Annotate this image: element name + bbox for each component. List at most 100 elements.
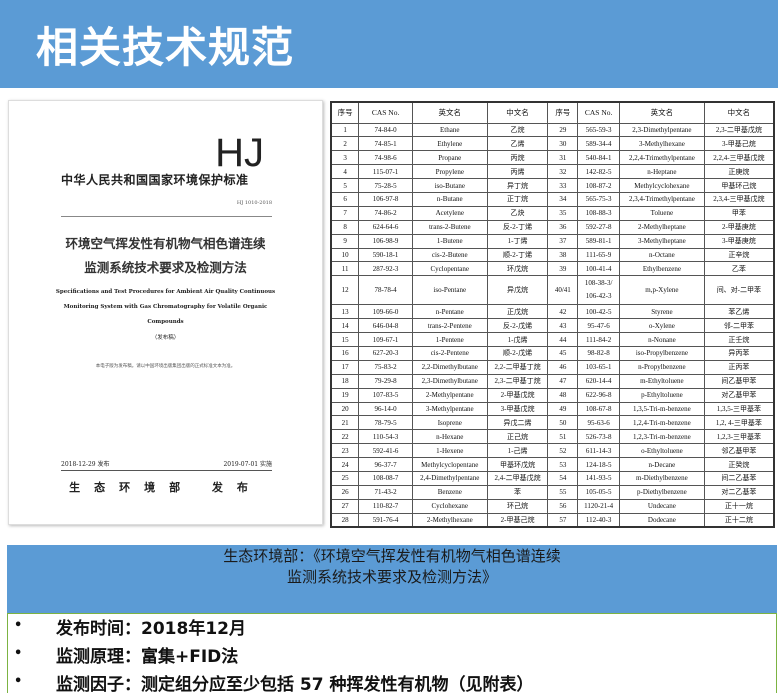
bullet-text: 监测原理：富集+FID法 — [56, 647, 239, 667]
row-number: 45 — [547, 345, 579, 361]
english-name: p-Diethylbenzene — [619, 484, 705, 500]
cas-number: 98-82-8 — [577, 345, 621, 361]
cas-number: 96-14-0 — [358, 401, 413, 417]
chinese-name: 异戊烷 — [486, 275, 549, 306]
chinese-name: 间二乙基苯 — [703, 470, 775, 486]
english-name: 3-Methylpentane — [411, 401, 488, 417]
english-name: Acetylene — [411, 205, 488, 221]
english-name: Ethylene — [411, 136, 488, 152]
english-name: 2-Methylhexane — [411, 512, 488, 528]
divider — [61, 216, 272, 217]
english-name: 2,3-Dimethylpentane — [619, 122, 705, 138]
chinese-name: 反-2-丁烯 — [486, 219, 549, 235]
chinese-name: 异丙苯 — [703, 345, 775, 361]
chinese-name: 2-甲基庚烷 — [703, 219, 775, 235]
chinese-name: 乙烯 — [486, 136, 549, 152]
row-number: 21 — [330, 415, 360, 431]
bullet-list: • 发布时间：2018年12月 • 监测原理：富集+FID法 • 监测因子：测定… — [7, 613, 777, 695]
row-number: 27 — [330, 498, 360, 514]
cas-number: 592-27-8 — [577, 219, 621, 235]
row-number: 9 — [330, 233, 360, 249]
chinese-name: 1-丁烯 — [486, 233, 549, 249]
table-row: 11 287-92-3 Cyclopentane 环戊烷 39 100-41-4 Ethyl… — [330, 261, 775, 277]
chinese-name: 甲苯 — [703, 205, 775, 221]
english-name: 1-Hexene — [411, 443, 488, 459]
chinese-name: 丙烷 — [486, 150, 549, 166]
cas-number: 611-14-3 — [577, 443, 621, 459]
row-number: 1 — [330, 122, 360, 138]
table-row: 3 74-98-6 Propane 丙烷 31 540-84-1 2,2,4-Trimeth… — [330, 150, 775, 166]
cas-number: 111-65-9 — [577, 247, 621, 263]
chinese-name: 正辛烷 — [703, 247, 775, 263]
english-name: trans-2-Pentene — [411, 318, 488, 334]
row-number: 37 — [547, 233, 579, 249]
cas-number: 74-84-0 — [358, 122, 413, 138]
english-name: Methylcyclohexane — [619, 178, 705, 193]
chinese-name: 对二乙基苯 — [703, 484, 775, 500]
cas-number: 624-64-6 — [358, 219, 413, 235]
english-name: 3-Methylheptane — [619, 233, 705, 249]
row-number: 43 — [547, 318, 579, 334]
english-name: Propylene — [411, 164, 488, 180]
row-number: 3 — [330, 150, 360, 166]
row-number: 39 — [547, 261, 579, 277]
english-name: trans-2-Butene — [411, 219, 488, 235]
chinese-name: 1,3,5-三甲基苯 — [703, 401, 775, 417]
bullet-text: 监测因子：测定组分应至少包括 57 种挥发性有机物（见附表） — [56, 675, 534, 695]
chinese-name: 3-甲基戊烷 — [486, 401, 549, 417]
english-name: Benzene — [411, 484, 488, 500]
chinese-name: 甲基环己烷 — [703, 178, 775, 193]
row-number: 18 — [330, 373, 360, 389]
cas-number: 1120-21-4 — [577, 498, 621, 514]
bullet-icon: • — [14, 646, 23, 661]
cas-number: 78-78-4 — [358, 275, 413, 306]
chinese-name: 正十一烷 — [703, 498, 775, 514]
english-name: 2,2,4-Trimethylpentane — [619, 150, 705, 166]
row-number: 55 — [547, 484, 579, 500]
chinese-name: 1-己烯 — [486, 443, 549, 459]
cas-number: 103-65-1 — [577, 359, 621, 375]
standard-number: HJ 1010-2018 — [236, 200, 272, 206]
cas-number: 108-08-7 — [358, 470, 413, 486]
cas-number: 109-67-1 — [358, 332, 413, 347]
cas-number: 108-67-8 — [577, 401, 621, 417]
effective-date: 2019-07-01 实施 — [223, 461, 272, 468]
english-name: 2,3,4-Trimethylpentane — [619, 191, 705, 207]
english-name: o-Ethyltoluene — [619, 443, 705, 459]
row-number: 50 — [547, 415, 579, 431]
cas-number: 74-86-2 — [358, 205, 413, 221]
table-row: 15 109-67-1 1-Pentene 1-戊烯 44 111-84-2 n-Nonan… — [330, 332, 775, 347]
english-name: Toluene — [619, 205, 705, 221]
doc-note: 本电子版为发布稿。请以中国环境出版集团出版的正式标准文本为准。 — [95, 364, 236, 369]
row-number: 5 — [330, 178, 360, 193]
english-name: n-Decane — [619, 457, 705, 472]
vocs-table: 序号 CAS No. 英文名 中文名 序号 CAS No. 英文名 中文名 1 74-84-0 E… — [330, 101, 775, 529]
row-number: 28 — [330, 512, 360, 528]
chinese-name: 甲基环戊烷 — [486, 457, 549, 472]
chinese-name: 2,2-二甲基丁烷 — [486, 359, 549, 375]
cas-number: 74-98-6 — [358, 150, 413, 166]
row-number: 40/41 — [547, 275, 579, 306]
cas-number: 108-87-2 — [577, 178, 621, 193]
row-number: 17 — [330, 359, 360, 375]
table-row: 13 109-66-0 n-Pentane 正戊烷 42 100-42-5 Styrene 苯… — [330, 304, 775, 320]
cas-number: 590-18-1 — [358, 247, 413, 263]
table-row: 14 646-04-8 trans-2-Pentene 反-2-戊烯 43 95-47-6… — [330, 318, 775, 334]
cas-number: 627-20-3 — [358, 345, 413, 361]
standard-cover-image: HJ 中华人民共和国国家环境保护标准 HJ 1010-2018 环境空气挥发性有… — [8, 100, 323, 525]
row-number: 48 — [547, 387, 579, 403]
cas-number: 589-81-1 — [577, 233, 621, 249]
english-name: n-Heptane — [619, 164, 705, 180]
chinese-name: 3-甲基庚烷 — [703, 233, 775, 249]
row-number: 6 — [330, 191, 360, 207]
row-number: 11 — [330, 261, 360, 277]
table-row: 12 78-78-4 iso-Pentane 异戊烷 40/41 108-38-3/ 10… — [330, 275, 775, 306]
row-number: 49 — [547, 401, 579, 417]
chinese-name: 苯乙烯 — [703, 304, 775, 320]
table-row: 17 75-83-2 2,2-Dimethylbutane 2,2-二甲基丁烷 46 10… — [330, 359, 775, 375]
table-row: 20 96-14-0 3-Methylpentane 3-甲基戊烷 49 108-67-8… — [330, 401, 775, 417]
english-name: 2-Methylpentane — [411, 387, 488, 403]
cas-number: 71-43-2 — [358, 484, 413, 500]
cas-number: 106-97-8 — [358, 191, 413, 207]
table-row: 23 592-41-6 1-Hexene 1-己烯 52 611-14-3 o-Ethylt… — [330, 443, 775, 459]
